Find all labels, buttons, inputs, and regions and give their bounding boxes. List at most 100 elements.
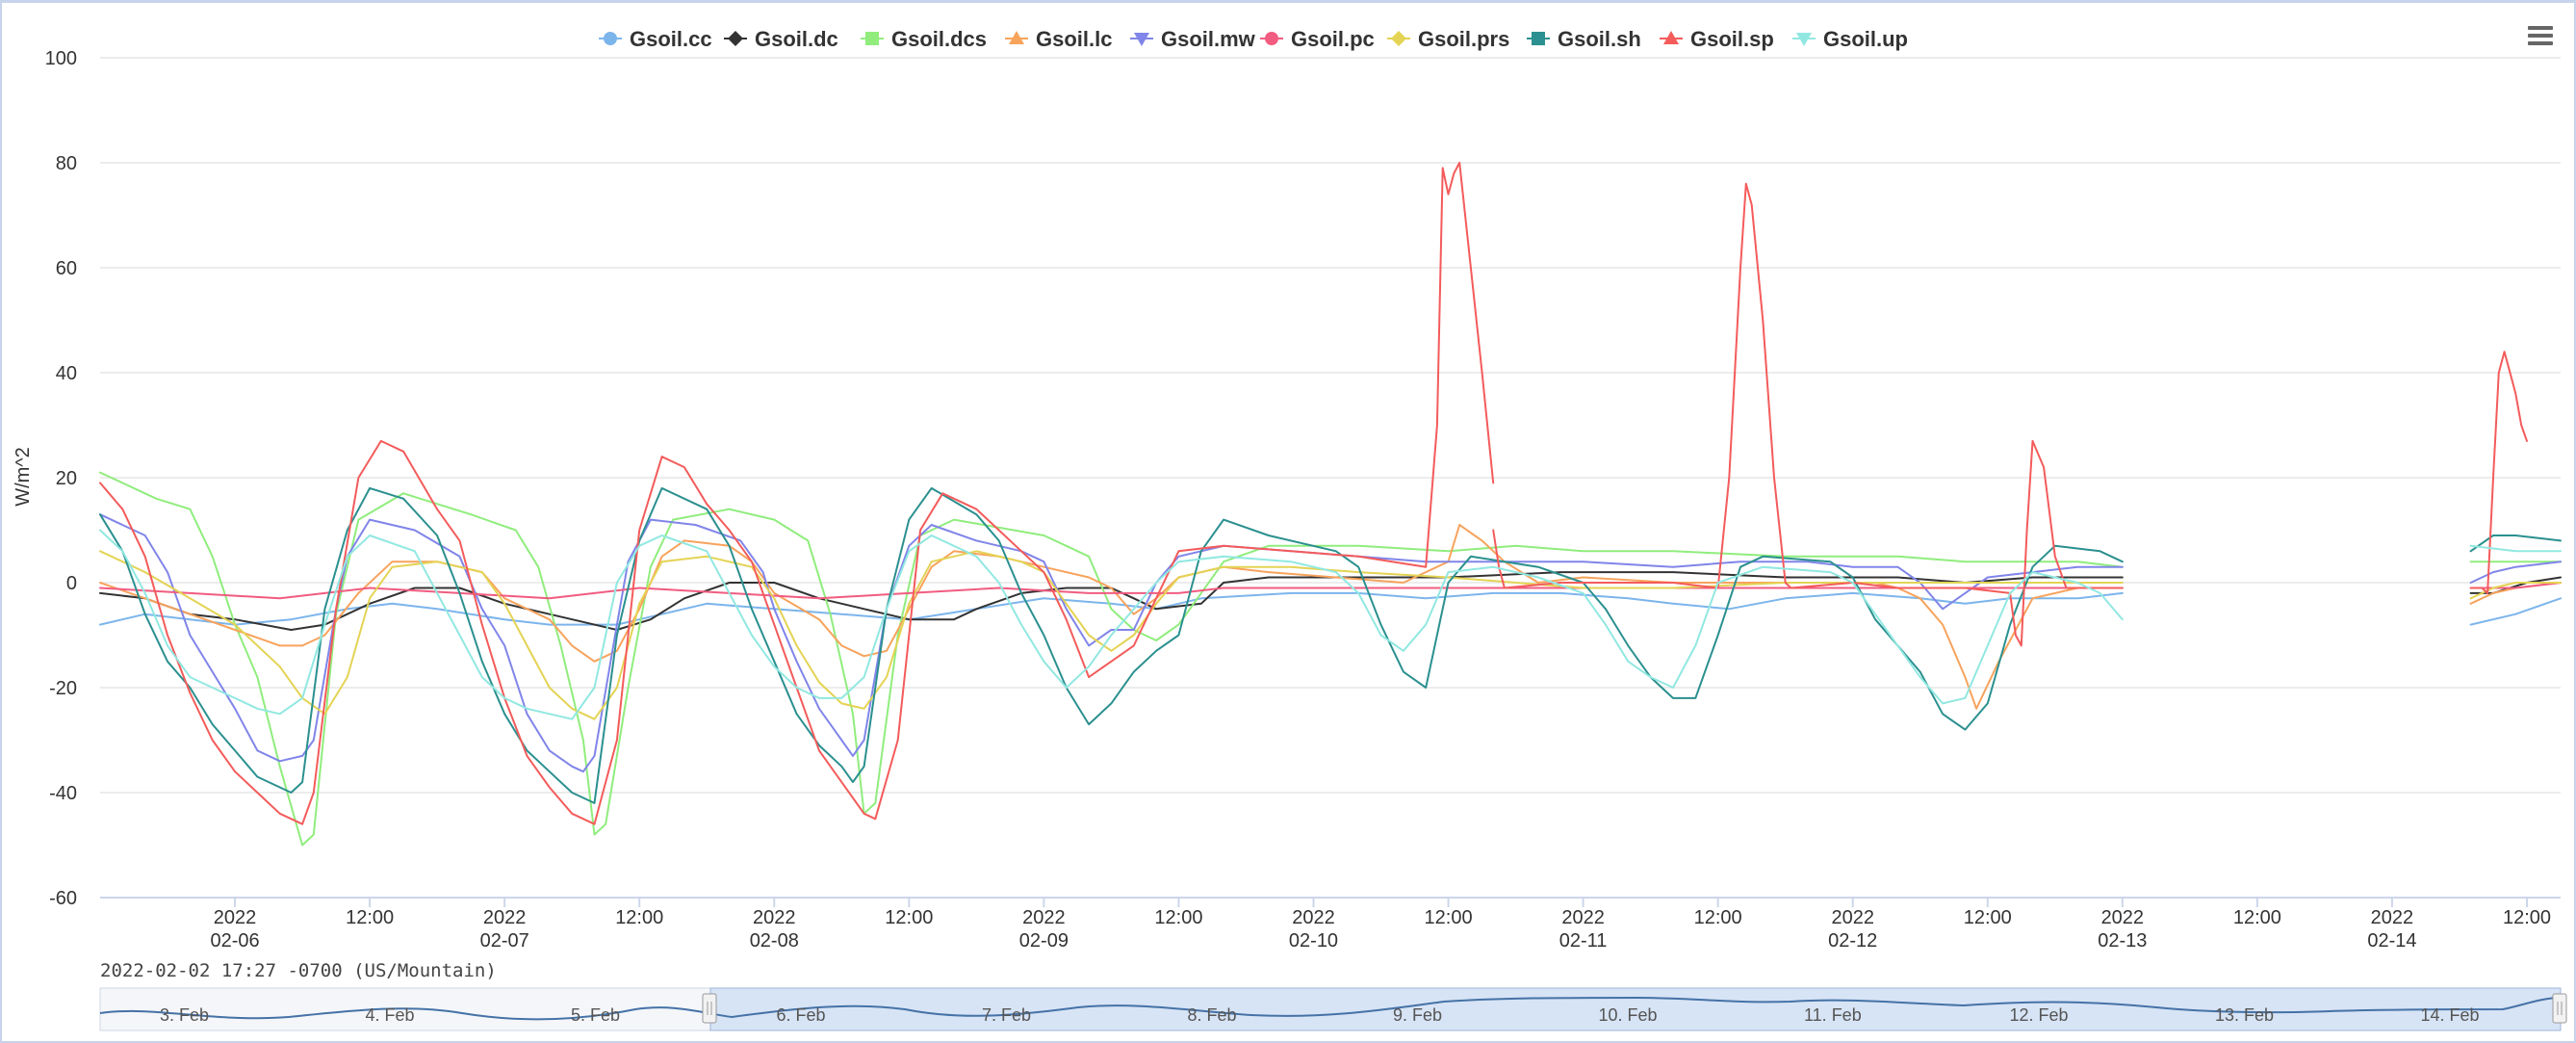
legend-label: Gsoil.prs bbox=[1418, 27, 1509, 51]
legend-item[interactable]: Gsoil.dc bbox=[724, 27, 838, 51]
navigator-label: 12. Feb bbox=[2010, 1005, 2069, 1025]
navigator-label: 8. Feb bbox=[1188, 1005, 1237, 1025]
menu-icon[interactable] bbox=[2526, 23, 2555, 48]
x-tick-sublabel: 02-07 bbox=[480, 930, 529, 952]
legend-label: Gsoil.mw bbox=[1161, 27, 1256, 51]
x-tick-sublabel: 02-11 bbox=[1559, 930, 1608, 952]
y-axis: 100 80 60 40 20 0 -20 -40 -60 bbox=[45, 48, 77, 909]
navigator-series bbox=[99, 996, 2562, 1021]
x-tick-label: 12:00 bbox=[1154, 907, 1202, 928]
legend-marker bbox=[1391, 31, 1406, 46]
legend-label: Gsoil.pc bbox=[1291, 27, 1375, 51]
x-tick-sublabel: 02-09 bbox=[1019, 930, 1069, 952]
series-line-gsoil-sh[interactable] bbox=[99, 486, 2562, 804]
legend-marker bbox=[1265, 32, 1278, 45]
y-tick-label: 0 bbox=[66, 573, 77, 594]
series-line-gsoil-up[interactable] bbox=[99, 529, 2562, 720]
navigator-labels: 3. Feb 4. Feb 5. Feb 6. Feb 7. Feb 8. Feb 9. F… bbox=[160, 1005, 2480, 1025]
x-tick-label: 12:00 bbox=[346, 907, 394, 928]
series-line-gsoil-mw[interactable] bbox=[99, 513, 2562, 773]
legend[interactable]: Gsoil.cc Gsoil.dc Gsoil.dcs Gsoil.lc Gsoil.m… bbox=[599, 27, 1908, 51]
legend-item[interactable]: Gsoil.prs bbox=[1387, 27, 1509, 51]
x-tick-label: 2022 bbox=[753, 907, 796, 928]
navigator[interactable]: 3. Feb 4. Feb 5. Feb 6. Feb 7. Feb 8. Feb 9. F… bbox=[99, 987, 2567, 1031]
legend-item[interactable]: Gsoil.lc bbox=[1005, 27, 1112, 51]
x-tick-sublabel: 02-10 bbox=[1289, 930, 1338, 952]
legend-label: Gsoil.cc bbox=[630, 27, 712, 51]
timestamp-label: 2022-02-02 17:27 -0700 (US/Mountain) bbox=[100, 960, 497, 981]
x-tick-sublabel: 02-08 bbox=[750, 930, 799, 952]
navigator-label: 14. Feb bbox=[2421, 1005, 2480, 1025]
legend-label: Gsoil.dcs bbox=[891, 27, 987, 51]
navigator-label: 6. Feb bbox=[777, 1005, 826, 1025]
x-tick-label: 2022 bbox=[1561, 907, 1605, 928]
navigator-label: 11. Feb bbox=[1804, 1005, 1862, 1025]
navigator-label: 9. Feb bbox=[1393, 1005, 1442, 1025]
series-line-gsoil-sp[interactable] bbox=[99, 162, 2528, 825]
x-tick-label: 12:00 bbox=[885, 907, 933, 928]
legend-item[interactable]: Gsoil.up bbox=[1792, 27, 1908, 51]
y-tick-label: -40 bbox=[49, 783, 77, 804]
x-tick-sublabel: 02-12 bbox=[1828, 930, 1877, 952]
navigator-label: 10. Feb bbox=[1599, 1005, 1658, 1025]
legend-marker bbox=[1009, 31, 1024, 44]
y-tick-label: 80 bbox=[56, 153, 77, 174]
x-tick-label: 12:00 bbox=[1694, 907, 1742, 928]
navigator-left-handle[interactable] bbox=[702, 993, 717, 1024]
y-tick-label: -60 bbox=[49, 888, 77, 909]
navigator-label: 3. Feb bbox=[160, 1005, 209, 1025]
x-tick-sublabel: 02-06 bbox=[210, 930, 259, 952]
navigator-label: 5. Feb bbox=[571, 1005, 620, 1025]
y-tick-label: 100 bbox=[45, 48, 77, 69]
legend-item[interactable]: Gsoil.mw bbox=[1130, 27, 1256, 51]
series-line-gsoil-pc[interactable] bbox=[99, 582, 2562, 600]
navigator-label: 7. Feb bbox=[982, 1005, 1031, 1025]
legend-item[interactable]: Gsoil.sp bbox=[1660, 27, 1774, 51]
legend-label: Gsoil.sp bbox=[1690, 27, 1774, 51]
series-lines bbox=[99, 162, 2562, 847]
x-tick-label: 2022 bbox=[483, 907, 527, 928]
x-tick-label: 12:00 bbox=[1425, 907, 1473, 928]
x-tick-sublabel: 02-14 bbox=[2367, 930, 2416, 952]
legend-item[interactable]: Gsoil.sh bbox=[1527, 27, 1641, 51]
legend-marker bbox=[1532, 32, 1545, 45]
x-tick-label: 2022 bbox=[2101, 907, 2145, 928]
legend-item[interactable]: Gsoil.cc bbox=[599, 27, 712, 51]
y-tick-label: -20 bbox=[49, 678, 77, 699]
x-tick-label: 12:00 bbox=[1964, 907, 2012, 928]
legend-label: Gsoil.sh bbox=[1558, 27, 1641, 51]
x-tick-label: 2022 bbox=[1292, 907, 1335, 928]
x-tick-label: 2022 bbox=[214, 907, 257, 928]
y-tick-label: 20 bbox=[56, 468, 77, 489]
x-tick-label: 2022 bbox=[1022, 907, 1066, 928]
x-tick-label: 12:00 bbox=[2233, 907, 2281, 928]
legend-label: Gsoil.dc bbox=[755, 27, 838, 51]
x-tick-sublabel: 02-13 bbox=[2098, 930, 2147, 952]
x-tick-label: 2022 bbox=[1831, 907, 1874, 928]
legend-marker bbox=[1134, 33, 1149, 46]
series-line-gsoil-dcs[interactable] bbox=[99, 471, 2562, 847]
grid-lines bbox=[100, 57, 2561, 899]
legend-marker bbox=[1796, 33, 1812, 46]
y-tick-label: 40 bbox=[56, 363, 77, 384]
series-line-gsoil-cc[interactable] bbox=[99, 591, 2562, 626]
x-tick-label: 12:00 bbox=[615, 907, 663, 928]
y-axis-title: W/m^2 bbox=[13, 447, 34, 507]
navigator-label: 4. Feb bbox=[366, 1005, 415, 1025]
legend-item[interactable]: Gsoil.dcs bbox=[861, 27, 987, 51]
y-tick-label: 60 bbox=[56, 258, 77, 279]
x-tick-label: 12:00 bbox=[2503, 907, 2551, 928]
navigator-right-handle[interactable] bbox=[2552, 993, 2567, 1024]
legend-marker bbox=[1663, 31, 1679, 44]
x-tick-label: 2022 bbox=[2371, 907, 2414, 928]
legend-marker bbox=[728, 31, 743, 46]
series-line-gsoil-lc[interactable] bbox=[99, 524, 2562, 710]
legend-marker bbox=[604, 32, 617, 45]
legend-marker bbox=[865, 32, 879, 45]
legend-item[interactable]: Gsoil.pc bbox=[1260, 27, 1375, 51]
navigator-selected-range[interactable] bbox=[709, 987, 2562, 1031]
navigator-label: 13. Feb bbox=[2215, 1005, 2274, 1025]
legend-label: Gsoil.lc bbox=[1036, 27, 1112, 51]
